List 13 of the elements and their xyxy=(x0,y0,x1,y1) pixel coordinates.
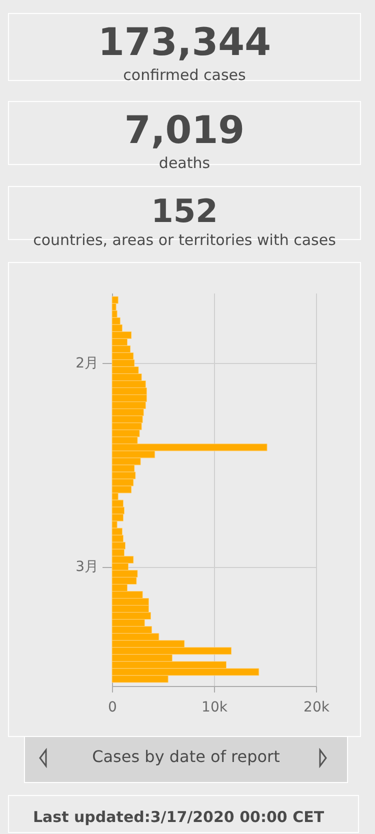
x-tick-label: 0 xyxy=(108,700,117,716)
text: 173,344 xyxy=(96,20,272,64)
text: deaths xyxy=(158,153,212,174)
x-tick-label: 20k xyxy=(304,700,330,716)
y-tick-label: 2月 xyxy=(76,356,98,372)
text: countries, areas or territories with cases xyxy=(32,230,337,251)
text: 152 xyxy=(150,192,219,230)
text: confirmed cases xyxy=(122,65,247,86)
text: 7,019 xyxy=(123,108,246,152)
y-tick-label: 3月 xyxy=(76,559,98,576)
text: Cases by date of report xyxy=(24,736,348,783)
x-tick-label: 10k xyxy=(202,700,228,716)
text: Last updated:3/17/2020 00:00 CET xyxy=(8,795,359,833)
